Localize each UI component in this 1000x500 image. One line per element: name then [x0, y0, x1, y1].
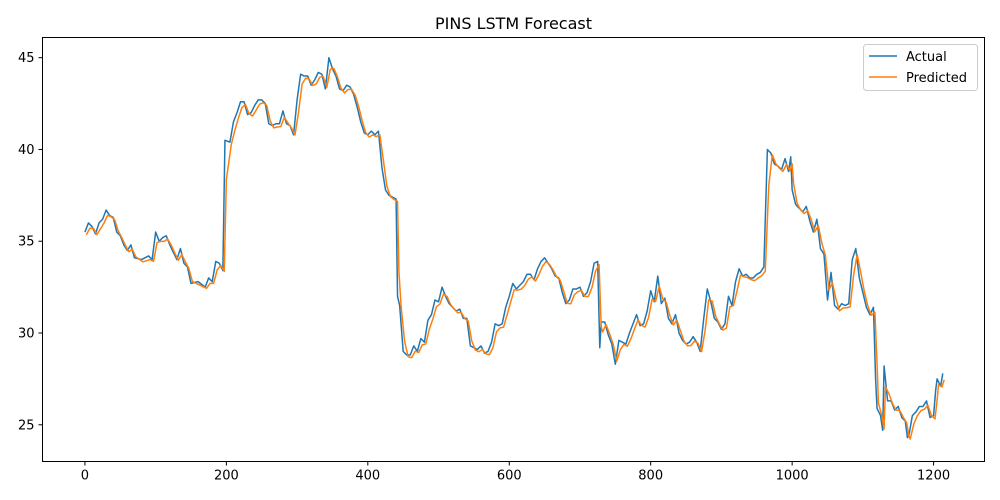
y-tick-label: 45	[18, 51, 35, 66]
plot-border	[42, 37, 985, 462]
y-tick-label: 25	[18, 418, 35, 433]
x-tick-label: 800	[638, 469, 663, 484]
plot-frame	[42, 37, 985, 462]
plot-area	[42, 37, 985, 462]
legend-label-predicted: Predicted	[906, 71, 967, 86]
legend-label-actual: Actual	[906, 50, 947, 65]
y-axis: 25 30 35 40 45	[18, 51, 43, 433]
x-tick-label: 1000	[776, 469, 809, 484]
x-tick-label: 200	[214, 469, 239, 484]
x-tick-label: 600	[497, 469, 522, 484]
legend: Actual Predicted	[863, 44, 978, 91]
y-tick-label: 40	[18, 143, 35, 158]
y-tick-label: 30	[18, 327, 35, 342]
y-tick-label: 35	[18, 235, 35, 250]
series-layer	[84, 56, 945, 440]
x-axis: 0 200 400 600 800 1000 1200	[81, 461, 950, 484]
series-line-predicted	[85, 67, 945, 440]
chart-title: PINS LSTM Forecast	[435, 14, 592, 33]
x-tick-label: 0	[81, 469, 89, 484]
x-tick-label: 1200	[917, 469, 950, 484]
series-line-actual	[84, 56, 944, 439]
x-tick-label: 400	[355, 469, 380, 484]
